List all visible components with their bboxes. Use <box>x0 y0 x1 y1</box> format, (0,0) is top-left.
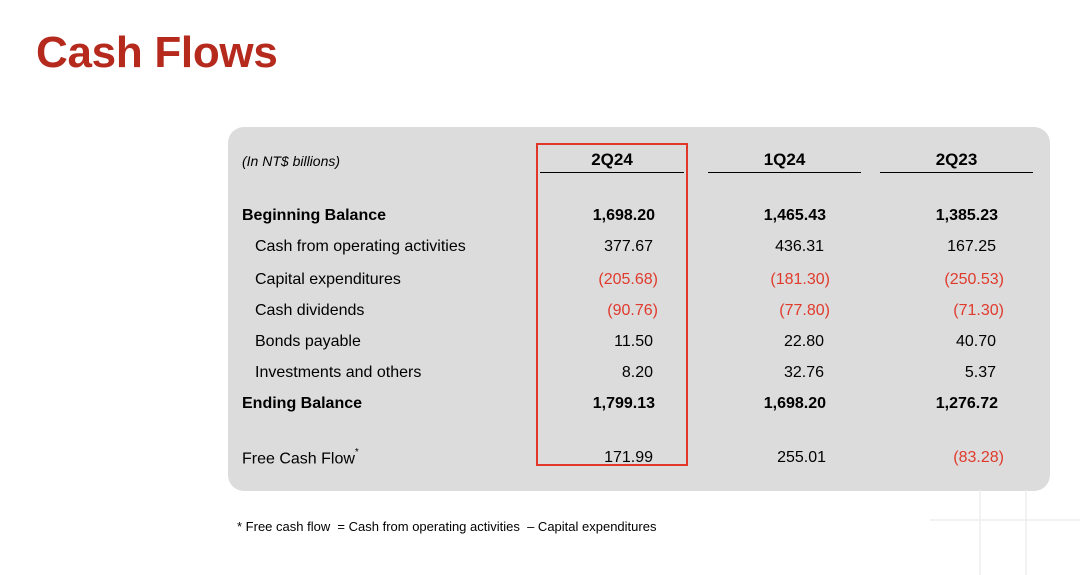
footnote: * Free cash flow = Cash from operating a… <box>237 519 657 534</box>
cell-dividends-1q24: (77.80) <box>779 302 830 319</box>
cell-investments-1q24: 32.76 <box>783 364 824 381</box>
row-label-free-cash-flow: Free Cash Flow* <box>242 447 359 468</box>
decorative-grid-lines <box>930 490 1080 575</box>
cell-bonds-1q24: 22.80 <box>783 333 824 350</box>
cell-beginning-1q24: 1,465.43 <box>763 207 826 224</box>
cell-investments-2q23: 5.37 <box>964 364 996 381</box>
cell-ending-1q24: 1,698.20 <box>763 395 826 412</box>
cell-operating-2q24: 377.67 <box>604 238 653 255</box>
cell-bonds-2q24: 11.50 <box>614 333 653 350</box>
cell-ending-2q23: 1,276.72 <box>935 395 998 412</box>
cell-operating-1q24: 436.31 <box>775 238 824 255</box>
cell-dividends-2q24: (90.76) <box>607 302 658 319</box>
page-title: Cash Flows <box>36 28 278 77</box>
cell-ending-2q24: 1,799.13 <box>592 395 655 412</box>
row-label-dividends: Cash dividends <box>255 302 365 319</box>
row-label-ending-balance: Ending Balance <box>242 395 363 412</box>
table-panel <box>228 127 1050 491</box>
row-label-bonds: Bonds payable <box>255 333 361 350</box>
cell-capex-2q24: (205.68) <box>598 271 658 288</box>
cell-fcf-1q24: 255.01 <box>777 449 826 466</box>
column-header-2q23: 2Q23 <box>880 148 1033 173</box>
cell-capex-2q23: (250.53) <box>944 271 1004 288</box>
cell-investments-2q24: 8.20 <box>621 364 653 381</box>
column-header-1q24: 1Q24 <box>708 148 861 173</box>
column-header-2q24: 2Q24 <box>540 148 684 173</box>
cell-beginning-2q23: 1,385.23 <box>935 207 998 224</box>
cell-capex-1q24: (181.30) <box>770 271 830 288</box>
cell-fcf-2q23: (83.28) <box>953 449 1004 466</box>
highlight-box-2q24 <box>536 143 688 466</box>
row-label-beginning-balance: Beginning Balance <box>242 207 387 224</box>
cell-bonds-2q23: 40.70 <box>955 333 996 350</box>
cell-operating-2q23: 167.25 <box>947 238 996 255</box>
cell-dividends-2q23: (71.30) <box>953 302 1004 319</box>
free-cash-flow-label: Free Cash Flow <box>242 450 355 468</box>
row-label-capex: Capital expenditures <box>255 271 401 288</box>
cell-beginning-2q24: 1,698.20 <box>592 207 655 224</box>
row-label-cash-operating: Cash from operating activities <box>255 238 466 255</box>
footnote-marker: * <box>354 447 359 458</box>
row-label-investments: Investments and others <box>255 364 422 381</box>
cell-fcf-2q24: 171.99 <box>604 449 653 466</box>
unit-label: (In NT$ billions) <box>242 153 341 169</box>
